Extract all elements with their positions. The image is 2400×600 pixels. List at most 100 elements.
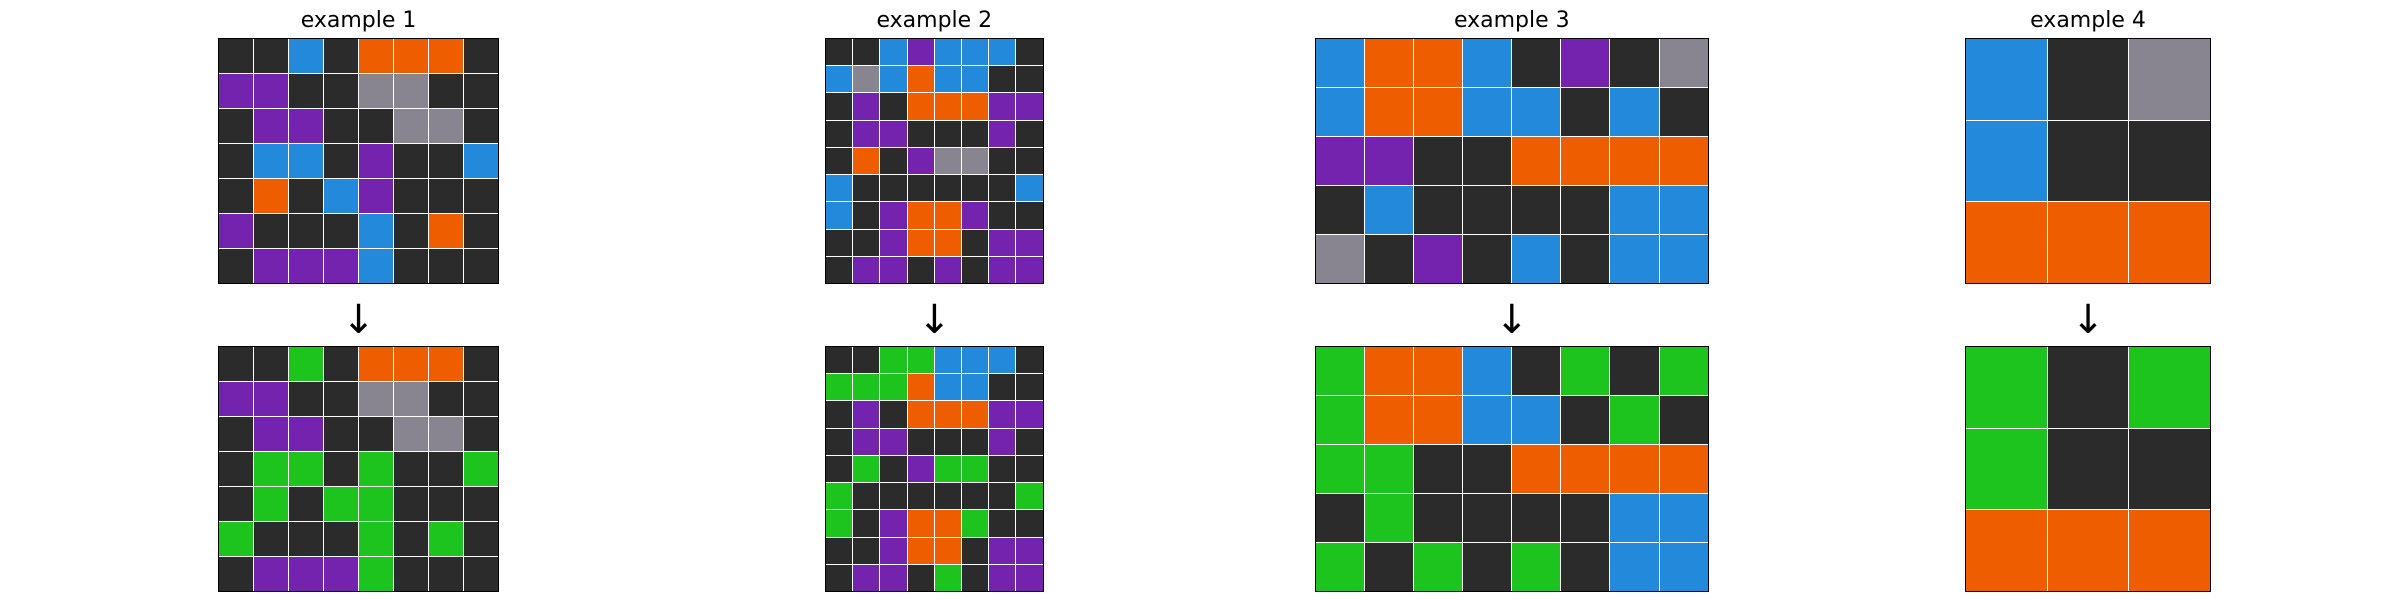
grid-cell <box>2129 428 2210 510</box>
grid-cell <box>1512 186 1561 234</box>
grid-cell <box>1561 39 1610 87</box>
grid-cell <box>1463 235 1512 283</box>
grid-cell <box>254 557 289 591</box>
example-2-input-grid <box>825 38 1044 284</box>
grid-cell <box>826 66 853 93</box>
grid-cell <box>1316 543 1365 591</box>
grid-cell <box>826 428 853 455</box>
grid-cell <box>962 483 989 510</box>
grid-cell <box>1316 137 1365 185</box>
grid-cell <box>1016 39 1043 66</box>
grid-cell <box>359 109 394 143</box>
grid-cell <box>880 510 907 537</box>
grid-cell <box>853 175 880 202</box>
grid-cell <box>934 428 962 455</box>
grid-cell <box>1365 88 1414 136</box>
grid-cell <box>989 147 1016 175</box>
grid-cell <box>2047 428 2129 510</box>
grid-cell <box>962 564 989 591</box>
grid-cell <box>1414 347 1463 395</box>
grid-cell <box>907 120 934 147</box>
grid-cell <box>359 347 394 381</box>
grid-cell <box>853 510 880 537</box>
grid-cell <box>254 522 289 556</box>
grid-cell <box>989 455 1016 483</box>
grid-cell <box>219 487 254 521</box>
grid-cell <box>1463 347 1512 395</box>
grid-cell <box>1659 137 1708 185</box>
grid-cell <box>1016 483 1043 510</box>
grid-cell <box>1316 235 1365 283</box>
grid-cell <box>934 66 962 93</box>
grid-cell <box>1659 396 1708 444</box>
example-title: example 1 <box>300 8 417 33</box>
grid-cell <box>2129 347 2210 428</box>
grid-cell <box>289 249 324 283</box>
grid-cell <box>1659 543 1708 591</box>
grid-cell <box>1561 347 1610 395</box>
grid-cell <box>1610 39 1659 87</box>
grid-cell <box>394 487 429 521</box>
grid-cell <box>1966 428 2047 510</box>
grid-cell <box>1016 93 1043 120</box>
example-1-output-grid <box>218 346 500 592</box>
example-title: example 4 <box>2030 8 2146 33</box>
grid-cell <box>1365 186 1414 234</box>
grid-cell <box>880 401 907 428</box>
grid-cell <box>853 483 880 510</box>
grid-cell <box>1016 537 1043 564</box>
grid-cell <box>464 382 499 416</box>
grid-cell <box>880 428 907 455</box>
grid-cell <box>1414 543 1463 591</box>
grid-cell <box>962 401 989 428</box>
grid-cell <box>219 214 254 248</box>
grid-cell <box>464 39 499 73</box>
grid-cell <box>880 66 907 93</box>
grid-cell <box>1463 543 1512 591</box>
grid-cell <box>289 522 324 556</box>
grid-cell <box>826 483 853 510</box>
grid-cell <box>394 109 429 143</box>
grid-cell <box>429 417 464 451</box>
grid-cell <box>394 347 429 381</box>
grid-cell <box>289 74 324 108</box>
grid-cell <box>989 229 1016 256</box>
grid-cell <box>289 214 324 248</box>
grid-cell <box>853 347 880 374</box>
grid-cell <box>359 452 394 486</box>
grid-cell <box>962 175 989 202</box>
example-title: example 3 <box>1453 8 1570 33</box>
grid-cell <box>1316 445 1365 493</box>
grid-cell <box>962 202 989 229</box>
grid-cell <box>324 214 359 248</box>
grid-cell <box>962 66 989 93</box>
grid-cell <box>429 39 464 73</box>
grid-cell <box>1016 120 1043 147</box>
grid-cell <box>324 382 359 416</box>
grid-cell <box>880 347 907 374</box>
grid-cell <box>934 93 962 120</box>
grid-cell <box>1414 186 1463 234</box>
grid-cell <box>429 347 464 381</box>
grid-cell <box>934 147 962 175</box>
grid-cell <box>219 347 254 381</box>
grid-cell <box>1659 39 1708 87</box>
grid-cell <box>429 487 464 521</box>
grid-cell <box>989 374 1016 401</box>
example-title: example 2 <box>876 8 993 33</box>
grid-cell <box>907 564 934 591</box>
grid-cell <box>989 66 1016 93</box>
grid-cell <box>1561 186 1610 234</box>
grid-cell <box>853 455 880 483</box>
grid-cell <box>394 214 429 248</box>
grid-cell <box>359 522 394 556</box>
grid-cell <box>464 417 499 451</box>
grid-cell <box>1016 401 1043 428</box>
grid-cell <box>1016 347 1043 374</box>
grid-cell <box>1414 235 1463 283</box>
grid-cell <box>934 455 962 483</box>
grid-cell <box>2129 202 2210 283</box>
grid-cell <box>1512 347 1561 395</box>
grid-cell <box>989 120 1016 147</box>
grid-cell <box>1966 202 2047 283</box>
